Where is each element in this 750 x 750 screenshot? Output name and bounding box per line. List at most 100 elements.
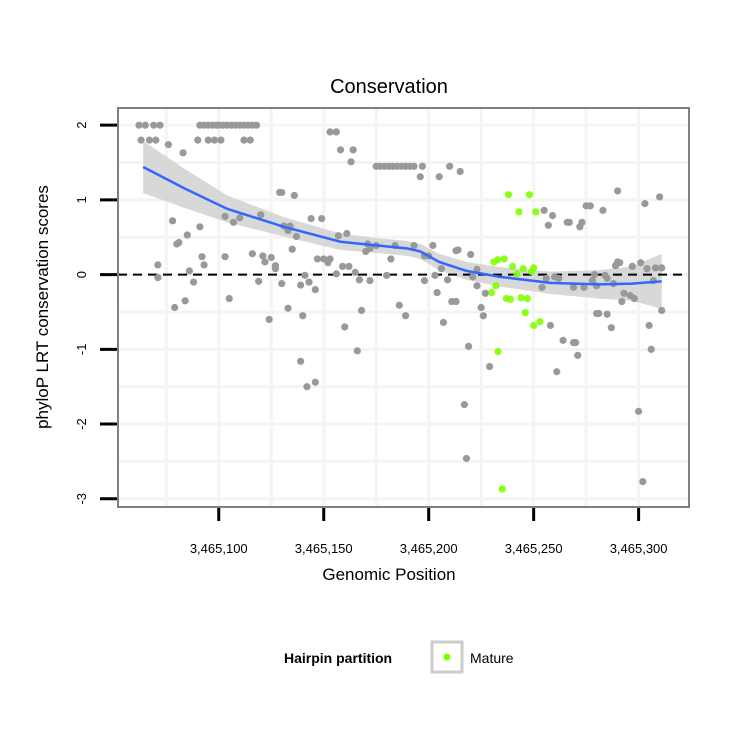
confidence-band [143,140,662,309]
data-point-mature [513,270,521,278]
data-point-other [366,277,374,285]
data-point-other [349,146,357,154]
data-point-mature [525,191,534,199]
data-point-other [641,200,649,208]
data-point-other [479,312,487,320]
data-point-other [395,301,403,309]
data-point-other [620,289,628,297]
data-point-other [574,351,582,359]
x-tick-label: 3,465,150 [295,541,353,556]
data-point-other [645,321,653,330]
legend-key-dot [443,653,451,661]
data-point-other [637,259,645,267]
data-point-other [540,206,548,214]
data-point-mature [515,208,523,216]
data-point-other [588,277,597,285]
data-point-other [410,241,418,250]
data-point-other [345,262,353,271]
data-point-other [410,162,418,170]
data-point-other [145,136,154,144]
y-axis: 2 1 0 -1 -2 -3 [74,122,117,505]
data-point-other [553,368,561,376]
data-point-mature [523,294,531,303]
data-point-other [559,336,567,344]
data-point-other [469,273,477,281]
data-point-other [175,238,183,247]
data-point-other [189,278,198,286]
data-point-other [454,246,462,254]
data-point-other [301,271,309,279]
data-point-other [477,303,485,312]
data-point-other [464,342,473,350]
y-tick-label: -2 [74,418,89,430]
data-point-other [311,285,319,294]
data-point-other [420,277,429,285]
data-point-other [647,345,655,353]
data-points [135,121,666,493]
data-point-other [651,264,660,272]
data-point-other [156,121,164,129]
data-point-other [658,264,666,272]
data-point-other [339,262,347,271]
data-point-other [171,303,179,312]
data-point-other [542,274,550,282]
data-point-mature [517,294,525,302]
data-point-other [460,401,468,409]
legend: Hairpin partition Mature [284,640,514,674]
data-point-other [248,250,256,258]
data-point-other [221,253,229,261]
data-point-other [603,274,611,282]
y-tick-label: 0 [74,271,89,278]
data-point-other [341,323,349,331]
data-point-other [565,218,573,226]
data-point-other [292,232,301,241]
data-point-mature [498,485,506,493]
data-point-other [181,297,189,305]
legend-label-mature: Mature [470,650,514,666]
data-point-other [630,294,639,303]
data-point-other [416,173,424,181]
data-point-other [185,267,193,275]
data-point-other [200,261,208,269]
data-point-other [332,270,340,278]
data-point-other [452,297,460,306]
data-point-other [347,158,355,166]
data-point-other [265,315,273,324]
data-point-other [150,121,158,129]
data-point-other [257,211,265,219]
data-point-other [267,253,275,262]
data-point-other [326,128,334,136]
data-point-other [355,276,364,284]
data-point-other [538,283,546,291]
data-point-other [555,274,563,282]
data-point-other [198,253,206,261]
data-point-other [607,324,615,332]
data-point-other [431,271,439,279]
data-point-other [618,297,626,306]
data-point-other [284,304,292,312]
data-point-other [297,281,305,289]
data-point-other [137,136,145,144]
y-tick-label: -1 [74,344,89,356]
legend-title: Hairpin partition [284,650,392,666]
data-point-other [643,265,651,273]
data-point-other [462,454,471,463]
data-point-other [467,250,475,259]
data-point-mature [509,262,517,271]
data-point-mature [530,321,538,330]
data-point-other [271,265,280,273]
data-point-other [229,218,238,226]
data-point-other [433,288,441,297]
data-point-other [435,173,443,181]
data-point-other [351,268,359,276]
data-point-other [311,378,319,386]
data-point-other [288,245,296,253]
data-point-other [152,136,160,144]
data-point-other [595,309,603,318]
data-point-other [544,221,552,229]
data-point-other [290,191,298,200]
data-point-other [154,274,162,282]
data-point-other [586,202,594,210]
data-point-other [635,407,643,415]
data-point-other [576,223,584,231]
